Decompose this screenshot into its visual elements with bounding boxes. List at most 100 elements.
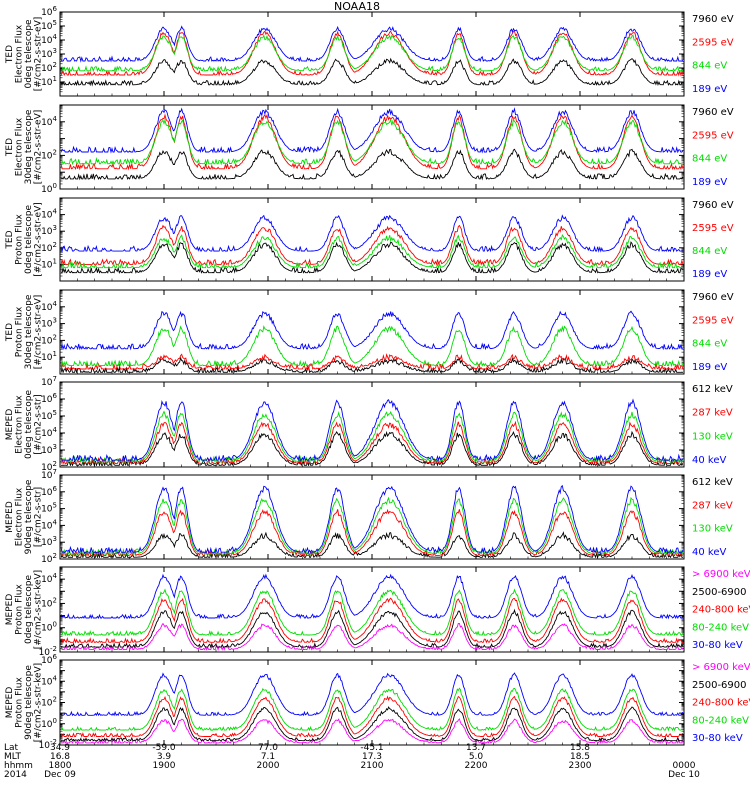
series-line	[61, 588, 683, 637]
y-axis-label: TED Electron Flux 30deg telescope [#/cm2-s-…	[5, 109, 44, 184]
y-axis-label-line: [#/cm2-s-str-eV]	[33, 110, 43, 185]
series-line	[61, 398, 683, 462]
y-tick-label: 104	[41, 518, 57, 531]
y-tick-exponent: 4	[53, 208, 58, 216]
legend-entry: 80-240 keV	[692, 622, 749, 633]
y-axis-label-line: 0deg telescope	[24, 19, 34, 89]
x-axis-lat-label: -45.1	[360, 743, 383, 753]
y-axis-label: TED Proton Flux 30deg telescope [#/cm2-s-st…	[5, 294, 44, 369]
panel-data	[61, 214, 683, 274]
y-tick-label: 102	[41, 552, 57, 565]
y-tick-label: 102	[41, 61, 57, 74]
series-line	[61, 706, 683, 742]
y-tick-exponent: 3	[53, 224, 57, 232]
y-tick-exponent: 5	[53, 19, 57, 27]
legend-entry: 189 eV	[692, 177, 727, 188]
legend-entry: 2500-6900	[692, 587, 747, 598]
y-tick-exponent: 2	[53, 61, 57, 69]
x-axis-mlt-label: 17.3	[362, 752, 382, 762]
y-tick-label: 100	[41, 621, 57, 634]
y-tick-exponent: 6	[53, 485, 58, 493]
y-axis-label-line: 0deg telescope	[24, 390, 34, 460]
series-line	[61, 224, 683, 267]
y-tick-label: 102	[41, 696, 57, 709]
x-axis-date-label: Dec 10	[668, 770, 700, 780]
y-axis-label-line: [#/cm2-s-str-keV]	[33, 663, 43, 742]
y-axis-label-line: [#/cm2-s-str]	[33, 487, 43, 547]
y-tick-exponent: 3	[53, 47, 57, 55]
y-tick-exponent: 1	[53, 350, 57, 358]
x-axis-lat-label: -59.0	[152, 743, 176, 753]
panel-data	[61, 107, 683, 181]
y-tick-exponent: 2	[53, 596, 57, 604]
legend-entry: 844 eV	[692, 246, 727, 257]
series-line	[61, 117, 683, 166]
series-line	[61, 241, 683, 274]
series-line	[61, 687, 683, 732]
y-tick-label: 100	[41, 717, 57, 730]
y-tick-label: 101	[41, 257, 57, 270]
series-line	[61, 310, 683, 351]
legend-entry: 240-800 keV	[692, 605, 750, 616]
legend-entry: 130 keV	[692, 524, 733, 535]
legend-entry: 30-80 keV	[692, 733, 743, 744]
x-axis-lat-label: 34.9	[50, 743, 70, 753]
legend-entry: 612 keV	[692, 384, 733, 395]
y-tick-exponent: 7	[53, 468, 57, 476]
series-line	[61, 531, 683, 558]
y-axis-label-line: Proton Flux	[14, 677, 24, 728]
y-axis-label-line: [#/cm2-s-str-eV]	[33, 202, 43, 277]
y-tick-exponent: 2	[53, 552, 57, 560]
y-axis-label-line: 90deg telescope	[24, 665, 34, 740]
y-axis-label-line: MEPED	[5, 409, 15, 441]
y-tick-label: 103	[41, 535, 57, 548]
series-line	[61, 234, 683, 270]
x-axis-date-label: Dec 09	[44, 770, 76, 780]
legend-entry: 612 keV	[692, 477, 733, 488]
y-tick-exponent: 4	[53, 518, 58, 526]
y-tick-exponent: 4	[53, 426, 58, 434]
y-axis-label-line: Proton Flux	[14, 306, 24, 357]
y-tick-label: 104	[41, 33, 57, 46]
series-line	[61, 33, 683, 73]
y-tick-exponent: 3	[53, 443, 57, 451]
y-axis-label-line: Proton Flux	[14, 584, 24, 635]
y-tick-label: 103	[41, 47, 57, 60]
y-axis-label-line: TED	[5, 230, 15, 249]
series-line	[61, 410, 683, 464]
y-tick-exponent: 2	[53, 148, 57, 156]
x-axis-row-label: Lat	[4, 743, 19, 753]
series-line	[61, 113, 683, 171]
series-line	[61, 496, 683, 556]
series-line	[61, 420, 683, 466]
series-line	[61, 672, 683, 717]
y-axis-label-line: TED	[5, 138, 15, 157]
y-axis-label-line: 30deg telescope	[24, 294, 34, 369]
x-axis-hhmm-label: 0000	[673, 761, 696, 771]
y-tick-label: 106	[41, 485, 57, 498]
legend-entry: 189 eV	[692, 362, 727, 373]
legend-entry: 7960 eV	[692, 107, 734, 118]
y-axis-label: MEPED Electron Flux 90deg telescope [#/cm2-…	[5, 479, 44, 554]
y-tick-exponent: 3	[53, 317, 57, 325]
y-axis-label-line: Electron Flux	[14, 395, 24, 454]
y-tick-exponent: 3	[53, 535, 57, 543]
series-line	[61, 508, 683, 558]
y-tick-exponent: 7	[53, 375, 57, 383]
y-tick-label: 107	[41, 375, 57, 388]
y-axis-label-line: MEPED	[5, 687, 15, 719]
series-line	[61, 573, 683, 620]
y-tick-exponent: 0	[53, 621, 57, 629]
y-axis-label-line: [#/cm2-s-str-eV]	[33, 17, 43, 92]
y-tick-exponent: 0	[53, 717, 57, 725]
legend-entry: 189 eV	[692, 269, 727, 280]
y-tick-label: 102	[41, 241, 57, 254]
x-axis-hhmm-label: 2100	[361, 761, 384, 771]
y-tick-label: 103	[41, 224, 57, 237]
legend-entry: 287 keV	[692, 500, 733, 511]
